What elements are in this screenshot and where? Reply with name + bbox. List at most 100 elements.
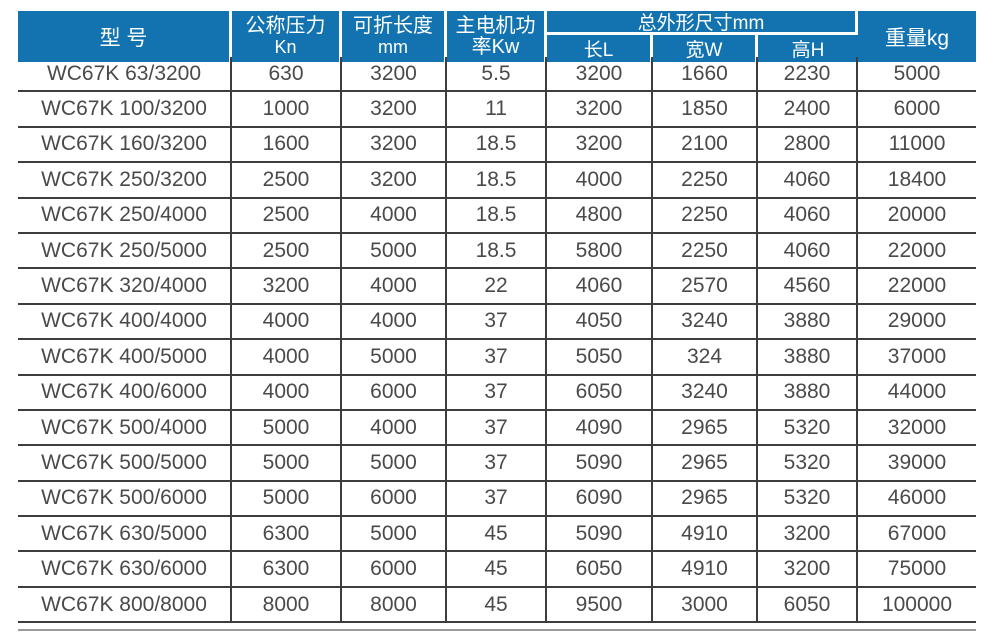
cell-dim_w: 3000 — [653, 587, 758, 624]
cell-weight_kg: 6000 — [858, 92, 976, 128]
cell-dim_l: 5800 — [547, 233, 653, 270]
cell-weight_kg: 39000 — [858, 446, 976, 482]
cell-fold_length_mm: 3200 — [342, 163, 447, 199]
cell-model: WC67K 63/3200 — [18, 57, 232, 93]
cell-weight_kg: 32000 — [858, 411, 976, 447]
cell-weight_kg: 20000 — [858, 199, 976, 234]
cell-pressure_kn: 4000 — [232, 304, 342, 341]
cell-model: WC67K 250/3200 — [18, 163, 232, 199]
header-fold-length: 可折长度 mm — [342, 11, 447, 62]
table-row: WC67K 320/4000 3200 4000 22 4060 2570 4560 2200… — [18, 269, 976, 305]
cell-dim_w: 2965 — [653, 481, 758, 518]
table-row: WC67K 100/3200 1000 3200 11 3200 1850 2400 6000 — [18, 92, 976, 128]
cell-weight_kg: 22000 — [858, 269, 976, 305]
header-nominal-pressure: 公称压力 Kn — [232, 11, 342, 62]
cell-fold_length_mm: 5000 — [342, 233, 447, 270]
cell-pressure_kn: 4000 — [232, 340, 342, 376]
cell-dim_w: 3240 — [653, 375, 758, 411]
cell-weight_kg: 75000 — [858, 552, 976, 588]
cell-motor_power_kw: 37 — [447, 446, 547, 482]
cell-motor_power_kw: 45 — [447, 552, 547, 588]
cell-fold_length_mm: 4000 — [342, 198, 447, 234]
cell-dim_w: 2100 — [653, 127, 758, 164]
cell-model: WC67K 630/5000 — [18, 517, 232, 553]
cell-dim_h: 2400 — [758, 92, 858, 128]
cell-model: WC67K 800/8000 — [18, 587, 232, 624]
cell-fold_length_mm: 4000 — [342, 269, 447, 305]
cell-pressure_kn: 2500 — [232, 163, 342, 199]
table-row: WC67K 250/3200 2500 3200 18.5 4000 2250 4060 18… — [18, 163, 976, 199]
table-header: 型 号 公称压力 Kn 可折长度 mm 主电机功 率Kw 总外形尺寸mm 长L … — [18, 11, 976, 62]
table-row: WC67K 500/5000 5000 5000 37 5090 2965 5320 3900… — [18, 446, 976, 482]
table-row: WC67K 250/5000 2500 5000 18.5 5800 2250 4060 22… — [18, 233, 976, 270]
cell-weight_kg: 11000 — [858, 128, 976, 164]
cell-model: WC67K 400/4000 — [18, 304, 232, 341]
cell-motor_power_kw: 37 — [447, 481, 547, 518]
cell-motor_power_kw: 37 — [447, 410, 547, 447]
cell-dim_l: 5090 — [547, 446, 653, 482]
table-row: WC67K 500/4000 5000 4000 37 4090 2965 5320 3200… — [18, 410, 976, 447]
cell-motor_power_kw: 37 — [447, 375, 547, 411]
cell-dim_w: 2250 — [653, 198, 758, 234]
cell-dim_w: 2570 — [653, 269, 758, 305]
cell-pressure_kn: 2500 — [232, 233, 342, 270]
cell-dim_l: 4000 — [547, 163, 653, 199]
cell-fold_length_mm: 3200 — [342, 57, 447, 93]
cell-fold_length_mm: 5000 — [342, 340, 447, 376]
cell-dim_h: 5320 — [758, 410, 858, 447]
cell-dim_h: 3880 — [758, 375, 858, 411]
cell-pressure_kn: 5000 — [232, 481, 342, 518]
cell-dim_l: 4800 — [547, 198, 653, 234]
cell-dim_h: 5320 — [758, 446, 858, 482]
cell-dim_h: 6050 — [758, 587, 858, 624]
cell-model: WC67K 400/5000 — [18, 340, 232, 376]
cell-dim_l: 6090 — [547, 481, 653, 518]
cell-weight_kg: 22000 — [858, 234, 976, 270]
cell-fold_length_mm: 6000 — [342, 552, 447, 588]
cell-weight_kg: 46000 — [858, 482, 976, 518]
cell-fold_length_mm: 4000 — [342, 304, 447, 341]
cell-dim_h: 4060 — [758, 233, 858, 270]
cell-dim_l: 4060 — [547, 269, 653, 305]
header-motor-power-unit: 率Kw — [471, 35, 520, 58]
cell-dim_l: 3200 — [547, 57, 653, 93]
cell-motor_power_kw: 11 — [447, 92, 547, 128]
cell-model: WC67K 320/4000 — [18, 269, 232, 305]
cell-dim_h: 4560 — [758, 269, 858, 305]
cell-pressure_kn: 6300 — [232, 517, 342, 553]
cell-dim_w: 1660 — [653, 57, 758, 93]
cell-dim_h: 3200 — [758, 552, 858, 588]
cell-model: WC67K 500/6000 — [18, 481, 232, 518]
cell-dim_l: 4090 — [547, 410, 653, 447]
cell-dim_w: 2250 — [653, 163, 758, 199]
header-weight: 重量kg — [858, 11, 976, 62]
cell-pressure_kn: 1600 — [232, 127, 342, 164]
header-dim-length: 长L — [547, 35, 653, 62]
cell-dim_w: 4910 — [653, 517, 758, 553]
header-fold-length-label: 可折长度 — [353, 15, 433, 37]
cell-model: WC67K 250/5000 — [18, 233, 232, 270]
cell-weight_kg: 29000 — [858, 305, 976, 341]
cell-dim_h: 2230 — [758, 57, 858, 93]
cell-motor_power_kw: 18.5 — [447, 163, 547, 199]
table-row: WC67K 400/6000 4000 6000 37 6050 3240 3880 4400… — [18, 375, 976, 411]
cell-dim_l: 6050 — [547, 552, 653, 588]
table-row: WC67K 630/6000 6300 6000 45 6050 4910 3200 7500… — [18, 552, 976, 588]
cell-dim_w: 4910 — [653, 552, 758, 588]
header-fold-length-unit: mm — [378, 37, 408, 57]
header-model: 型 号 — [18, 11, 232, 62]
header-motor-power-label: 主电机功 — [455, 14, 536, 37]
cell-weight_kg: 67000 — [858, 517, 976, 553]
cell-motor_power_kw: 18.5 — [447, 198, 547, 234]
cell-model: WC67K 500/4000 — [18, 410, 232, 447]
cell-weight_kg: 37000 — [858, 340, 976, 376]
table-row: WC67K 160/3200 1600 3200 18.5 3200 2100 2800 11… — [18, 127, 976, 164]
cell-dim_w: 324 — [653, 340, 758, 376]
cell-fold_length_mm: 5000 — [342, 517, 447, 553]
table-row: WC67K 250/4000 2500 4000 18.5 4800 2250 4060 20… — [18, 198, 976, 234]
header-dimensions-subcolumns: 长L 宽W 高H — [547, 35, 858, 62]
table-row: WC67K 500/6000 5000 6000 37 6090 2965 5320 4600… — [18, 481, 976, 518]
cell-motor_power_kw: 45 — [447, 587, 547, 624]
cell-weight_kg: 18400 — [858, 163, 976, 199]
